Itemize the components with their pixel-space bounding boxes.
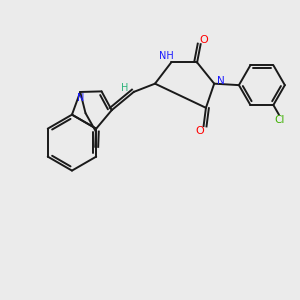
Text: H: H: [121, 83, 128, 93]
Text: O: O: [200, 35, 208, 45]
Text: N: N: [217, 76, 224, 86]
Text: NH: NH: [158, 51, 173, 61]
Text: N: N: [77, 94, 85, 103]
Text: O: O: [196, 126, 204, 136]
Text: Cl: Cl: [274, 115, 285, 125]
